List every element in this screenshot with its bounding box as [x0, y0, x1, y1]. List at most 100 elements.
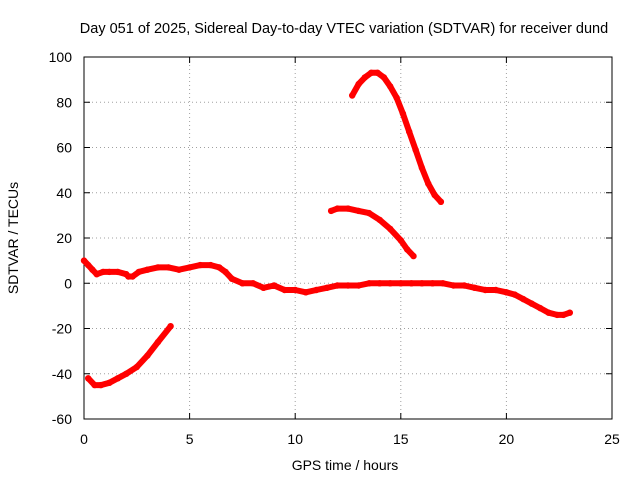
y-tick-label: 0	[64, 275, 72, 291]
data-point	[144, 266, 151, 273]
data-point	[154, 338, 162, 346]
data-point	[197, 261, 204, 269]
data-point	[368, 69, 375, 77]
data-point	[144, 352, 151, 359]
data-point	[425, 180, 432, 187]
data-point	[222, 268, 229, 276]
data-point	[355, 80, 362, 88]
data-point	[537, 304, 544, 312]
data-point	[439, 280, 447, 287]
data-point	[349, 92, 356, 99]
data-point	[399, 110, 407, 117]
data-point	[380, 74, 388, 81]
y-tick-label: 40	[56, 185, 72, 201]
data-point	[123, 370, 130, 377]
data-point	[437, 198, 445, 205]
y-tick-label: -20	[52, 321, 72, 337]
data-point	[281, 286, 288, 294]
series-line-arc-3	[328, 205, 417, 260]
x-tick-label: 0	[80, 431, 88, 447]
data-point	[167, 323, 174, 330]
x-tick-label: 25	[604, 431, 620, 447]
data-point	[376, 280, 383, 287]
data-point	[313, 286, 320, 294]
grid	[84, 57, 612, 419]
data-point	[528, 300, 535, 307]
data-point	[80, 257, 88, 264]
x-tick-label: 20	[499, 431, 515, 447]
data-point	[412, 146, 419, 153]
data-point	[270, 282, 278, 289]
x-tick-label: 15	[393, 431, 409, 447]
data-point	[207, 261, 214, 269]
data-point	[482, 286, 489, 294]
data-point	[393, 94, 400, 101]
data-point	[93, 271, 100, 278]
data-point	[114, 375, 122, 382]
data-point	[365, 280, 373, 287]
data-point	[239, 280, 246, 287]
y-tick-label: -60	[52, 411, 72, 427]
y-tick-label: 60	[56, 140, 72, 156]
series-line-arc-2	[85, 323, 174, 389]
data-point	[387, 280, 394, 287]
data-point	[344, 205, 352, 212]
data-point	[106, 268, 113, 276]
data-point	[374, 69, 381, 77]
series-group	[80, 69, 573, 389]
data-point	[106, 379, 113, 386]
data-point	[228, 275, 235, 282]
x-axis-label: GPS time / hours	[292, 457, 399, 473]
data-point	[355, 282, 362, 289]
data-point	[397, 237, 404, 244]
data-point	[91, 381, 98, 389]
data-point	[503, 289, 510, 296]
data-point	[387, 83, 394, 90]
data-point	[89, 266, 96, 273]
data-point	[129, 273, 136, 280]
data-point	[397, 280, 404, 287]
data-point	[471, 284, 478, 291]
data-point	[154, 264, 162, 271]
data-point	[97, 381, 105, 389]
data-point	[387, 225, 394, 233]
data-point	[406, 128, 413, 135]
data-point	[85, 261, 92, 269]
data-point	[566, 309, 573, 316]
data-point	[410, 252, 417, 260]
data-point	[135, 268, 143, 276]
data-point	[186, 264, 193, 271]
data-point	[545, 309, 552, 316]
data-point	[114, 268, 122, 276]
data-point	[334, 205, 341, 212]
data-point	[85, 375, 92, 382]
data-point	[249, 280, 257, 287]
data-point	[165, 264, 172, 271]
data-point	[553, 311, 561, 319]
data-point	[520, 295, 527, 303]
data-point	[431, 191, 438, 199]
x-tick-label: 5	[186, 431, 194, 447]
data-point	[327, 207, 335, 215]
data-point	[403, 246, 411, 253]
data-point	[355, 207, 362, 215]
y-tick-label: 20	[56, 230, 72, 246]
axis-ticks: 0 5 10 15 20 25 -60 -40 -20 0 20 40 60 80 100	[49, 49, 620, 447]
data-point	[292, 286, 299, 294]
data-point	[560, 311, 567, 319]
data-point	[175, 266, 183, 273]
data-point	[323, 284, 331, 291]
y-tick-label: -40	[52, 366, 72, 382]
data-point	[361, 74, 369, 81]
data-point	[99, 268, 107, 276]
data-point	[461, 282, 468, 289]
data-point	[429, 280, 436, 287]
data-point	[418, 280, 426, 287]
data-point	[334, 282, 341, 289]
y-tick-label: 80	[56, 94, 72, 110]
data-point	[376, 216, 383, 224]
data-point	[302, 289, 309, 296]
data-point	[418, 164, 426, 172]
data-point	[216, 264, 223, 271]
